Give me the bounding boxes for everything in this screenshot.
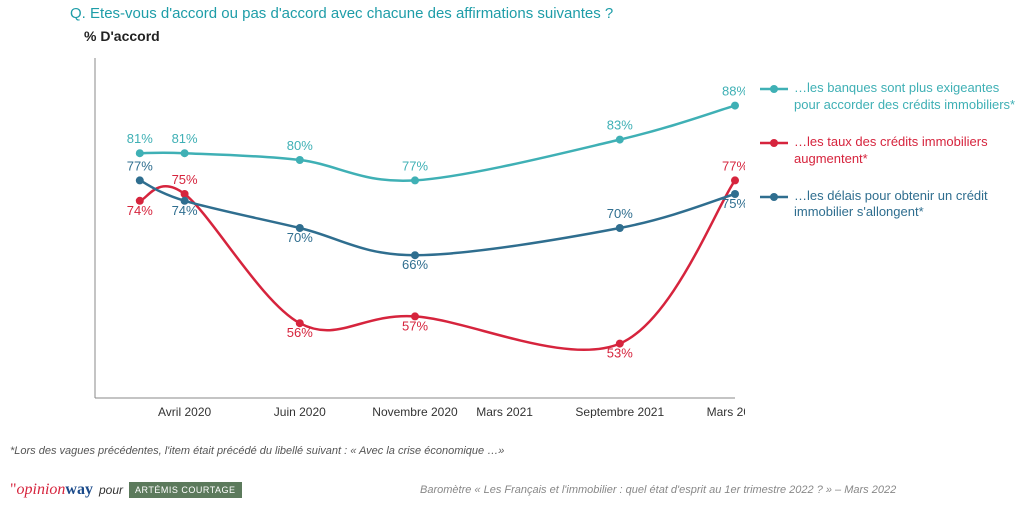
question-title: Q. Etes-vous d'accord ou pas d'accord av… (70, 5, 613, 22)
legend-item-delais: …les délais pour obtenir un crédit immob… (760, 188, 1020, 222)
svg-text:Mars 2022: Mars 2022 (707, 405, 745, 418)
svg-text:Mars 2021: Mars 2021 (476, 405, 533, 418)
question-text: Etes-vous d'accord ou pas d'accord avec … (90, 5, 613, 22)
opinionway-logo: "opinionway (10, 481, 93, 499)
svg-text:77%: 77% (127, 158, 153, 173)
svg-text:77%: 77% (722, 158, 745, 173)
pour-text: pour (99, 483, 123, 497)
svg-text:77%: 77% (402, 158, 428, 173)
legend-swatch-taux (760, 136, 788, 150)
svg-text:81%: 81% (127, 131, 153, 146)
legend-label-taux: …les taux des crédits immobiliers augmen… (794, 134, 1020, 168)
legend-item-banques: …les banques sont plus exigeantes pour a… (760, 80, 1020, 114)
svg-text:70%: 70% (287, 230, 313, 245)
credits: "opinionway pour ARTÉMIS COURTAGE (10, 481, 242, 499)
svg-text:74%: 74% (127, 203, 153, 218)
legend-label-delais: …les délais pour obtenir un crédit immob… (794, 188, 1020, 222)
svg-text:57%: 57% (402, 318, 428, 333)
svg-text:70%: 70% (607, 206, 633, 221)
sponsor-badge: ARTÉMIS COURTAGE (129, 482, 242, 498)
footnote: *Lors des vagues précédentes, l'item éta… (10, 445, 504, 457)
svg-text:53%: 53% (607, 346, 633, 361)
svg-text:81%: 81% (172, 131, 198, 146)
subtitle-percent-agree: % D'accord (84, 28, 160, 44)
svg-text:Septembre 2021: Septembre 2021 (575, 405, 664, 418)
legend-label-banques: …les banques sont plus exigeantes pour a… (794, 80, 1020, 114)
legend-swatch-banques (760, 82, 788, 96)
svg-text:Avril 2020: Avril 2020 (158, 405, 211, 418)
svg-text:80%: 80% (287, 138, 313, 153)
chart-legend: …les banques sont plus exigeantes pour a… (760, 80, 1020, 241)
svg-text:56%: 56% (287, 325, 313, 340)
svg-text:75%: 75% (172, 172, 198, 187)
legend-swatch-delais (760, 190, 788, 204)
line-chart: Avril 2020 Juin 2020 Novembre 2020 Mars 202… (85, 48, 745, 418)
svg-text:83%: 83% (607, 118, 633, 133)
svg-text:75%: 75% (722, 196, 745, 211)
legend-item-taux: …les taux des crédits immobiliers augmen… (760, 134, 1020, 168)
svg-text:Novembre 2020: Novembre 2020 (372, 405, 458, 418)
svg-text:66%: 66% (402, 257, 428, 272)
svg-text:74%: 74% (172, 203, 198, 218)
svg-text:88%: 88% (722, 84, 745, 99)
svg-text:Juin 2020: Juin 2020 (274, 405, 326, 418)
source-line: Baromètre « Les Français et l'immobilier… (420, 484, 896, 496)
question-prefix: Q. (70, 5, 90, 22)
